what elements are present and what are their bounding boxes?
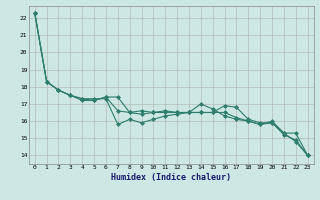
X-axis label: Humidex (Indice chaleur): Humidex (Indice chaleur): [111, 173, 231, 182]
